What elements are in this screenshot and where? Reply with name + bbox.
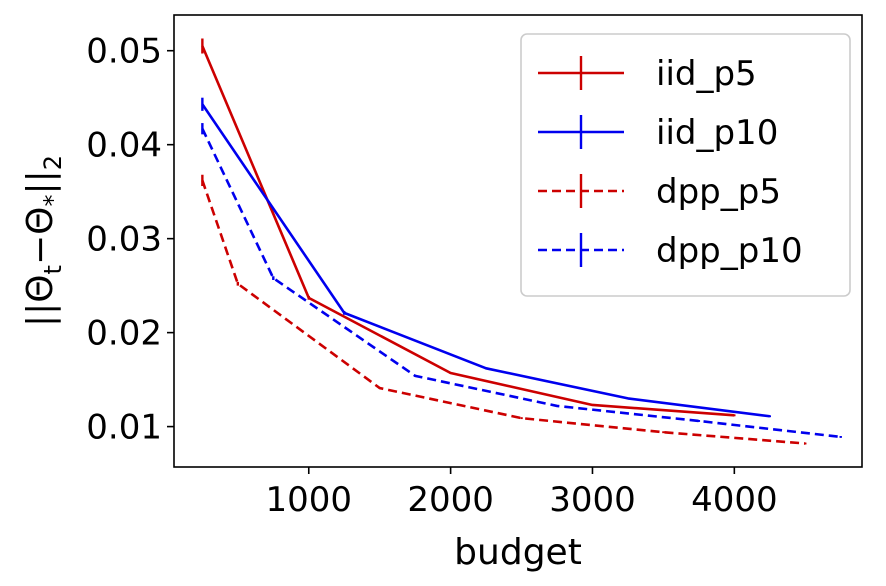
data-point-dpp_p5	[201, 179, 204, 182]
data-point-dpp_p10	[201, 127, 204, 130]
legend-label-iid_p10: iid_p10	[656, 113, 778, 153]
data-point-dpp_p5	[237, 282, 239, 285]
x-tick-label: 2000	[407, 480, 494, 520]
data-point-dpp_p5	[662, 431, 665, 434]
data-point-iid_p10	[201, 103, 204, 106]
data-point-dpp_p10	[414, 375, 416, 377]
data-point-iid_p10	[485, 367, 487, 370]
y-axis: 0.01 0.02 0.03 0.04 0.05	[86, 32, 174, 448]
y-tick-label: 0.05	[86, 32, 162, 72]
y-tick-label: 0.03	[86, 220, 162, 260]
data-point-dpp_p10	[556, 405, 558, 407]
legend-label-dpp_p10: dpp_p10	[656, 231, 803, 271]
legend-label-dpp_p5: dpp_p5	[656, 172, 781, 212]
y-tick-label: 0.02	[86, 314, 162, 354]
data-point-iid_p5	[201, 45, 204, 47]
data-point-iid_p5	[733, 414, 736, 417]
data-point-dpp_p5	[520, 417, 523, 419]
series-layer	[201, 38, 842, 445]
data-point-dpp_p10	[698, 420, 700, 422]
x-axis-label: budget	[454, 532, 582, 573]
data-point-iid_p5	[591, 404, 594, 406]
y-tick-label: 0.01	[86, 408, 162, 448]
data-point-dpp_p5	[804, 442, 807, 445]
y-axis-label: ||Θt−Θ*||2	[20, 155, 67, 327]
data-point-iid_p5	[307, 297, 310, 299]
x-axis: 1000 2000 3000 4000	[265, 467, 778, 520]
data-point-dpp_p10	[839, 436, 842, 438]
x-tick-label: 1000	[265, 480, 352, 520]
y-tick-label: 0.04	[86, 126, 162, 166]
x-tick-label: 4000	[691, 480, 778, 520]
plot-area-frame	[173, 14, 863, 468]
data-point-dpp_p5	[378, 387, 381, 389]
data-point-iid_p5	[449, 372, 452, 374]
data-point-iid_p10	[627, 397, 629, 400]
series-line-dpp_p5	[201, 179, 806, 445]
data-point-iid_p10	[343, 312, 346, 314]
data-point-dpp_p10	[272, 277, 275, 279]
data-point-iid_p10	[768, 415, 771, 418]
series-line-dpp_p10	[201, 128, 841, 439]
legend: iid_p5 iid_p10 dpp_p5 dpp_p10	[520, 33, 851, 297]
x-tick-label: 3000	[549, 480, 636, 520]
legend-box	[520, 33, 851, 297]
legend-label-iid_p5: iid_p5	[656, 54, 757, 94]
